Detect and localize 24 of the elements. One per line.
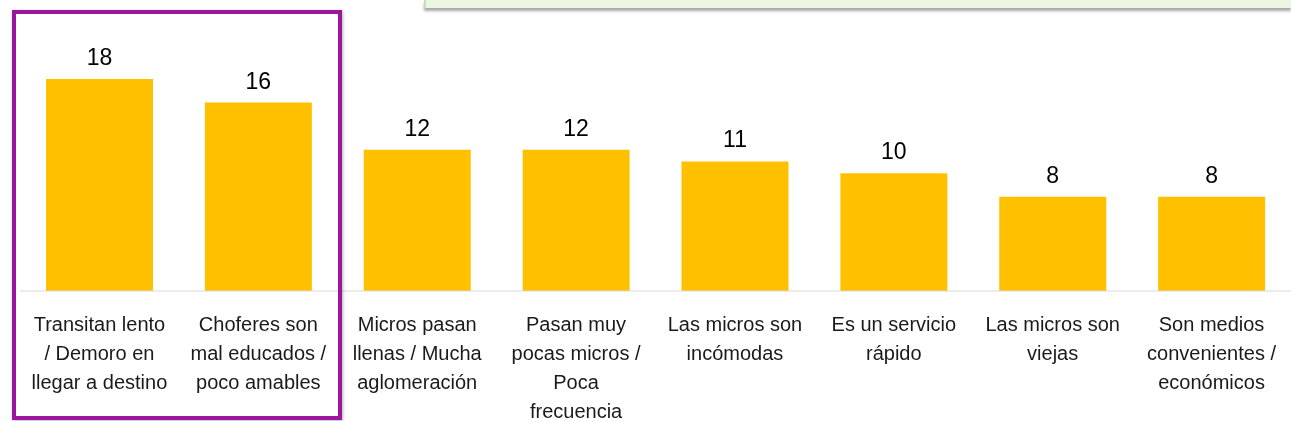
data-label: 8 <box>1046 161 1060 188</box>
data-label: 12 <box>563 114 589 141</box>
bar <box>999 196 1107 291</box>
bar <box>204 102 312 291</box>
data-label: 11 <box>723 126 747 153</box>
bar <box>363 149 471 291</box>
bar <box>840 173 948 291</box>
data-label: 18 <box>86 44 113 70</box>
x-tick-label: Transitan lento / Demoro en llegar a destino <box>31 313 168 393</box>
x-tick-label: Micros pasan llenas / Mucha aglomeración <box>352 313 483 393</box>
x-tick-label: Las micros son viejas <box>985 313 1120 364</box>
x-tick-label: Es un servicio rápido <box>831 313 957 364</box>
data-label: 12 <box>404 114 431 141</box>
bar <box>522 149 630 291</box>
x-tick-label: Pasan muy pocas micros / Poca frecuencia <box>511 313 641 421</box>
bar <box>1158 196 1266 291</box>
data-label: 10 <box>881 138 907 165</box>
bar <box>46 79 153 291</box>
bar <box>681 161 789 291</box>
x-tick-label: Las micros son incómodas <box>667 313 803 364</box>
data-label: 8 <box>1205 161 1219 188</box>
data-label: 16 <box>245 67 272 94</box>
x-tick-label: Son medios convenientes / económicos <box>1147 313 1277 393</box>
x-tick-label: Choferes son mal educados / poco amables <box>190 313 327 393</box>
